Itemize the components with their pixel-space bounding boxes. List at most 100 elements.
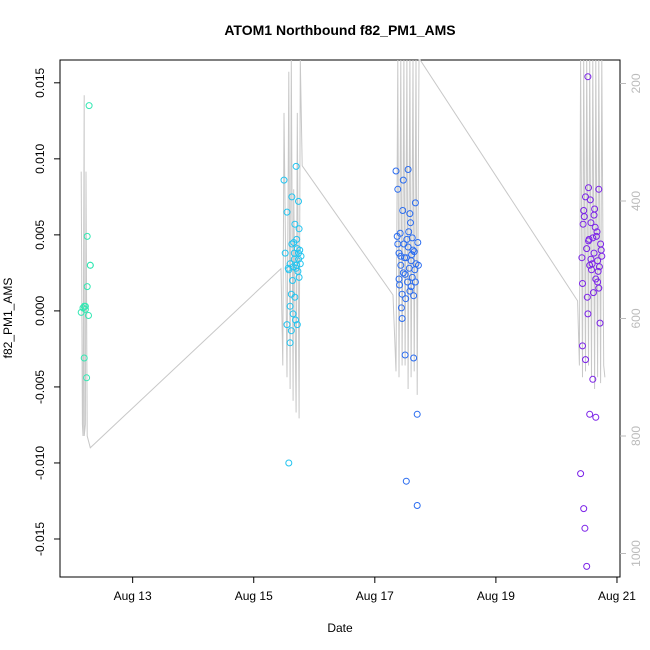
data-point-day3 — [413, 502, 421, 509]
data-point-day1 — [83, 232, 91, 240]
data-point-day1 — [81, 305, 89, 313]
data-point-day1 — [85, 312, 92, 319]
data-point-day4 — [586, 410, 594, 418]
data-point-day3 — [397, 261, 405, 269]
data-point-day1 — [80, 354, 88, 362]
data-point-day4 — [585, 235, 593, 243]
data-point-day4 — [594, 267, 602, 275]
data-point-day1 — [83, 374, 91, 382]
data-point-day3 — [409, 246, 417, 254]
data-point-day2 — [294, 267, 302, 275]
data-point-day3 — [402, 295, 410, 303]
data-point-day1 — [81, 302, 89, 310]
secondary-line-layer — [80, 59, 606, 449]
data-point-day3 — [411, 278, 419, 286]
x-tick-label: Aug 13 — [114, 589, 152, 603]
data-point-day4 — [586, 196, 594, 204]
data-point-day2 — [285, 459, 293, 467]
y2-tick-label: 400 — [629, 191, 643, 211]
data-point-day3 — [398, 315, 406, 322]
data-point-day3 — [403, 235, 411, 243]
data-point-day4 — [592, 413, 600, 421]
y-tick-label: -0.005 — [33, 370, 47, 404]
data-point-day2 — [285, 266, 293, 274]
data-point-day3 — [402, 477, 410, 485]
data-point-day2 — [283, 321, 291, 329]
data-point-day4 — [591, 223, 599, 231]
data-point-day3 — [399, 207, 407, 214]
data-point-day3 — [396, 229, 404, 237]
x-tick-label: Aug 19 — [477, 589, 515, 603]
data-point-day3 — [394, 185, 402, 193]
data-point-day4 — [580, 505, 588, 513]
data-point-day3 — [410, 292, 418, 300]
data-point-day4 — [589, 289, 597, 297]
y2-tick-label: 200 — [629, 73, 643, 93]
data-point-day4 — [582, 356, 589, 364]
data-point-day2 — [296, 260, 304, 268]
x-tick-label: Aug 15 — [235, 589, 273, 603]
data-point-day4 — [590, 249, 598, 257]
data-point-day3 — [407, 283, 415, 291]
data-point-day2 — [287, 290, 295, 298]
y2-tick-label: 1000 — [629, 540, 643, 567]
data-point-day4 — [589, 375, 597, 383]
y2-tick-label: 600 — [629, 308, 643, 328]
data-point-day4 — [595, 185, 603, 193]
y2-tick-label: 800 — [629, 426, 643, 446]
data-point-day2 — [283, 208, 291, 216]
data-point-day4 — [592, 232, 600, 240]
data-point-day4 — [585, 184, 592, 192]
data-point-day3 — [399, 269, 407, 277]
data-point-day2 — [293, 235, 301, 243]
x-tick-label: Aug 21 — [598, 589, 636, 603]
data-point-day4 — [579, 220, 587, 228]
data-point-day2 — [295, 225, 303, 233]
data-point-day3 — [404, 278, 411, 286]
data-point-day3 — [406, 210, 414, 218]
data-point-day4 — [589, 234, 597, 242]
data-point-day3 — [408, 251, 416, 259]
data-point-day4 — [584, 73, 592, 81]
chart-title: ATOM1 Northbound f82_PM1_AMS — [224, 22, 455, 38]
data-point-day2 — [280, 176, 288, 184]
data-point-day2 — [286, 302, 294, 310]
data-point-day4 — [587, 255, 595, 263]
data-point-day2 — [293, 321, 301, 329]
data-point-day4 — [580, 213, 588, 221]
data-point-day3 — [404, 243, 412, 251]
data-point-day4 — [588, 260, 596, 268]
data-point-day3 — [414, 239, 422, 246]
data-point-day3 — [399, 176, 407, 184]
data-point-day3 — [411, 266, 419, 274]
x-axis: Aug 13 Aug 15 Aug 17 Aug 19 Aug 21 — [114, 577, 636, 603]
data-point-day2 — [286, 339, 294, 347]
data-point-day4 — [594, 257, 602, 265]
x-tick-label: Aug 17 — [356, 589, 394, 603]
data-point-day2 — [288, 193, 296, 201]
data-point-day3 — [404, 166, 412, 173]
data-point-day3 — [392, 167, 400, 175]
data-point-day3 — [413, 410, 421, 418]
data-point-day2 — [289, 277, 296, 284]
data-point-day3 — [397, 304, 405, 312]
x-axis-label: Date — [327, 621, 353, 635]
data-point-day3 — [401, 351, 409, 359]
data-point-day3 — [401, 270, 409, 278]
data-point-day4 — [593, 228, 601, 236]
data-point-day4 — [579, 280, 586, 287]
plot-frame — [59, 59, 621, 578]
data-point-day4 — [595, 263, 603, 271]
data-point-day4 — [583, 562, 591, 570]
data-point-day2 — [287, 327, 295, 335]
data-point-day3 — [405, 228, 413, 236]
data-point-day3 — [407, 219, 414, 227]
data-point-day1 — [85, 102, 93, 110]
data-point-day4 — [597, 246, 605, 254]
y-axis-label: f82_PM1_AMS — [1, 278, 15, 359]
data-point-day3 — [410, 354, 418, 362]
y-tick-label: -0.010 — [33, 446, 47, 480]
data-point-day4 — [590, 211, 598, 219]
y2-axis: 200 400 600 800 1000 — [620, 73, 643, 567]
data-point-day2 — [292, 162, 300, 170]
